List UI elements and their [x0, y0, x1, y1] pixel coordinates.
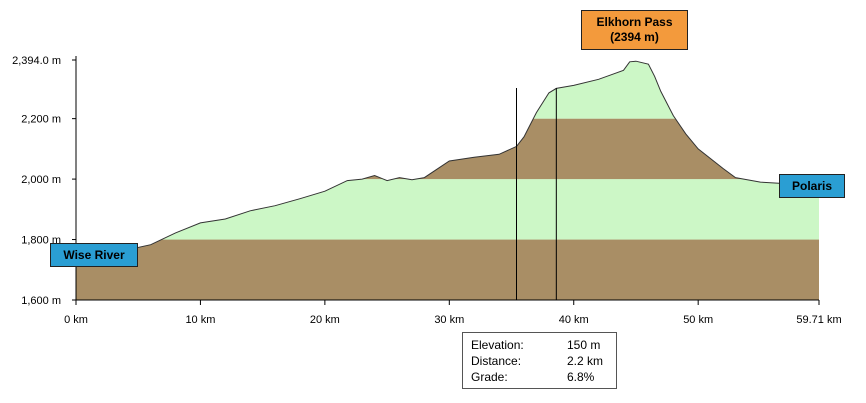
marker-wise-river-label: Wise River: [63, 248, 125, 262]
marker-wise-river: Wise River: [50, 243, 138, 267]
elevation-band: [76, 239, 819, 300]
stat-value: 6.8%: [567, 370, 595, 384]
y-tick-label: 2,000 m: [21, 174, 61, 186]
top-mask: [76, 0, 819, 58]
x-tick-label: 50 km: [683, 314, 713, 326]
axes: [72, 56, 820, 305]
y-tick-label: 2,394.0 m: [12, 55, 61, 67]
x-tick-label: 40 km: [559, 314, 589, 326]
x-tick-label: 10 km: [185, 314, 215, 326]
stat-row-distance: Distance: 2.2 km: [471, 353, 611, 369]
selection-range[interactable]: [515, 88, 557, 300]
marker-elkhorn-pass-label: Elkhorn Pass: [596, 15, 673, 29]
x-tick-label: 0 km: [64, 314, 88, 326]
marker-polaris-label: Polaris: [791, 179, 833, 193]
stat-value: 2.2 km: [567, 354, 604, 368]
profile-group: [75, 60, 820, 268]
sky-mask: [76, 58, 819, 267]
y-tick-label: 2,200 m: [21, 114, 61, 126]
stat-label: Grade:: [471, 370, 508, 384]
selection-stats-box: Elevation: 150 m Distance: 2.2 km Grade:…: [462, 332, 617, 389]
stat-label: Distance:: [471, 354, 522, 368]
x-tick-label: 30 km: [434, 314, 464, 326]
marker-elkhorn-pass: Elkhorn Pass (2394 m): [581, 10, 688, 50]
above-profile-mask: [76, 0, 819, 267]
marker-elkhorn-pass-sublabel: (2394 m): [610, 30, 659, 44]
stat-label: Elevation:: [471, 338, 524, 352]
x-tick-label: 20 km: [310, 314, 340, 326]
profile-line: [75, 60, 820, 268]
stat-value: 150 m: [567, 338, 601, 352]
stat-row-elevation: Elevation: 150 m: [471, 337, 611, 353]
x-tick-label: 59.71 km: [796, 314, 841, 326]
y-tick-label: 1,600 m: [21, 295, 61, 307]
marker-polaris: Polaris: [779, 174, 845, 198]
stat-row-grade: Grade: 6.8%: [471, 369, 611, 385]
